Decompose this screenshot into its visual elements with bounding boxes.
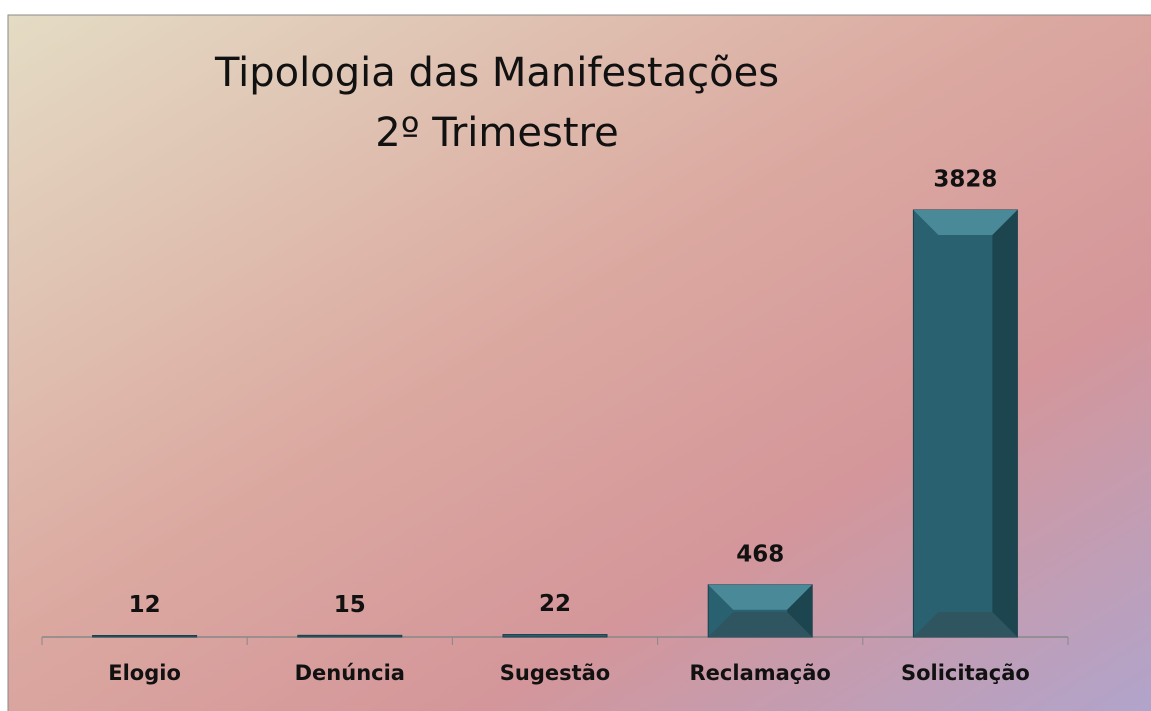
- bar: [502, 634, 608, 638]
- bar-bevel: [913, 612, 1018, 637]
- bar: [297, 634, 403, 638]
- value-label: 468: [736, 541, 784, 567]
- bar-bevel: [708, 584, 813, 610]
- value-label: 3828: [933, 167, 997, 193]
- value-label: 12: [129, 592, 161, 618]
- bar-bevel: [913, 210, 1018, 235]
- bar-bevel: [708, 612, 813, 637]
- value-label: 15: [334, 592, 366, 618]
- x-tick-label: Denúncia: [295, 661, 405, 685]
- chart-title: Tipologia das Manifestações: [214, 50, 779, 96]
- x-tick-label: Sugestão: [500, 661, 611, 685]
- x-tick-label: Elogio: [108, 661, 181, 685]
- bar-bevel: [787, 584, 813, 637]
- bar: [92, 635, 198, 638]
- value-label: 22: [539, 591, 571, 617]
- bar-bevel: [992, 210, 1018, 637]
- x-tick-label: Solicitação: [901, 661, 1030, 685]
- x-tick-label: Reclamação: [690, 661, 831, 685]
- chart-subtitle: 2º Trimestre: [375, 110, 618, 156]
